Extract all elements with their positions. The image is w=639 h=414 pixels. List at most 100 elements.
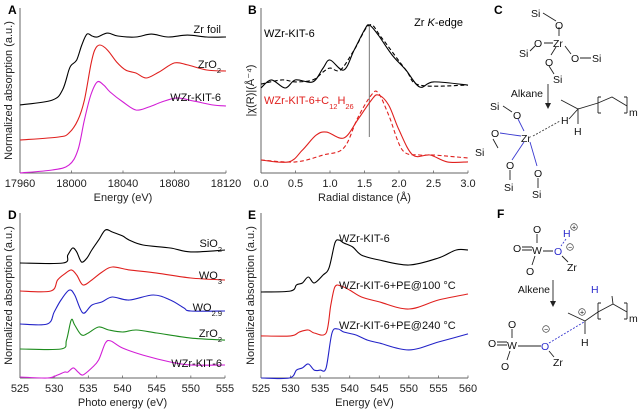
subscript: 12	[329, 102, 337, 111]
subscript: 3	[218, 277, 222, 286]
atom-si: Si	[531, 8, 540, 20]
series-line	[260, 328, 469, 380]
atom-si: Si	[504, 182, 513, 194]
series-label: WZr-KIT-6+C12H26	[264, 95, 354, 111]
x-tick-label: 540	[341, 383, 359, 395]
hydrogen-bond	[560, 238, 567, 247]
atom-si: Si	[532, 189, 541, 201]
x-tick-label: 18080	[159, 178, 190, 190]
y-axis-title: Normalized absorption (a.u.)	[245, 226, 257, 365]
x-axis-title: Energy (eV)	[94, 192, 153, 204]
x-tick-label: 550	[182, 383, 200, 395]
x-axis-title: Energy (eV)	[335, 397, 394, 409]
series-line	[19, 339, 226, 379]
x-tick-label: 550	[400, 383, 418, 395]
atom-zr: Zr	[521, 133, 531, 145]
atom-si: Si	[553, 74, 562, 86]
x-tick-label: 18120	[211, 178, 242, 190]
x-tick-label: 535	[311, 383, 329, 395]
atom-o: O	[513, 243, 521, 255]
minus-charge-icon	[542, 325, 550, 333]
carbocation-interaction	[548, 321, 585, 344]
panel-label-c: C	[494, 3, 503, 17]
reagent-alkene: Alkene	[518, 284, 550, 296]
plus-charge-icon	[570, 223, 578, 231]
series-label: SiO2	[199, 238, 222, 254]
x-tick-label: 18040	[108, 178, 139, 190]
atom-h: H	[574, 126, 582, 138]
x-tick-label: 0.0	[253, 178, 268, 190]
annotation: Zr K-edge	[414, 17, 463, 29]
series-label: WZr-KIT-6+PE@100 °C	[339, 280, 456, 292]
bond	[529, 12, 591, 75]
atom-o: O	[508, 319, 516, 331]
series-label: WZr-KIT-6	[339, 233, 390, 245]
alkene-chain	[567, 295, 628, 334]
atom-h: H	[561, 115, 569, 127]
panel-label-f: F	[497, 207, 504, 221]
x-tick-label: 530	[45, 383, 63, 395]
atom-si: Si	[519, 48, 528, 60]
x-axis-title: Radial distance (Å)	[318, 191, 411, 204]
atom-o: O	[533, 224, 541, 236]
series-line	[260, 239, 469, 293]
atom-o: O	[501, 361, 509, 373]
atom-o: O	[491, 128, 499, 140]
series-label: WZr-KIT-6	[264, 28, 315, 40]
series-line	[19, 289, 226, 326]
agostic-interaction	[532, 120, 561, 137]
atom-zr: Zr	[553, 38, 563, 50]
subscript: 2.9	[212, 309, 222, 318]
x-tick-label: 555	[429, 383, 447, 395]
atom-o: O	[513, 110, 521, 122]
x-tick-label: 530	[281, 383, 299, 395]
atom-o: O	[534, 38, 542, 50]
series-line	[19, 44, 227, 141]
series-line	[260, 90, 469, 163]
series-line	[260, 284, 469, 337]
atom-o: O	[545, 57, 553, 69]
x-tick-label: 1.5	[357, 178, 372, 190]
series-label: WZr-KIT-6	[171, 358, 222, 370]
series-label: WZr-KIT-6+PE@240 °C	[339, 320, 456, 332]
series-label: WO2.9	[193, 302, 222, 318]
atom-si: Si	[490, 101, 499, 113]
atom-zr: Zr	[553, 357, 563, 369]
x-tick-label: 1.0	[322, 178, 337, 190]
panel-label: B	[248, 3, 257, 17]
x-tick-label: 3.0	[460, 178, 475, 190]
plus-sign: +	[580, 310, 584, 317]
x-tick-label: 535	[79, 383, 97, 395]
minus-sign: −	[544, 327, 548, 334]
x-tick-label: 560	[459, 383, 477, 395]
repeat-m: m	[629, 313, 638, 325]
subscript: 2	[218, 335, 222, 344]
scheme-f: F O W O O O Zr H + − Alkene O W O O O Zr…	[488, 207, 638, 373]
series-label: Zr foil	[194, 24, 222, 36]
repeat-m: m	[629, 107, 638, 119]
plus-sign: +	[572, 225, 576, 232]
chart-panel-d: D 525 530 535 540 545 550 555 Photo energy (eV) N…	[3, 208, 234, 409]
series-label: WO3	[199, 270, 222, 286]
chart-panel-b: B 0.0 0.5 1.0 1.5 2.0 2.5 3.0 Radial distance (Å…	[244, 3, 476, 204]
x-tick-label: 525	[252, 383, 270, 395]
series-line	[260, 24, 469, 87]
series-line	[19, 229, 226, 265]
atom-o: O	[526, 266, 534, 278]
atom-o: O	[506, 160, 514, 172]
atom-zr: Zr	[567, 262, 577, 274]
x-tick-label: 545	[370, 383, 388, 395]
atom-w: W	[532, 245, 542, 257]
chart-panel-a: A 17960 18000 18040 18080 18120 Energy (eV) Nor…	[3, 3, 241, 204]
arrow-head-icon	[545, 103, 551, 109]
atom-o: O	[555, 20, 563, 32]
alkane-chain	[560, 96, 628, 124]
series-label: WZr-KIT-6	[170, 92, 221, 104]
x-tick-label: 525	[11, 383, 29, 395]
subscript: 2	[217, 66, 221, 75]
subscript: 2	[218, 245, 222, 254]
bond	[497, 329, 555, 361]
atom-o: O	[534, 168, 542, 180]
arrow-head-icon	[550, 301, 556, 307]
atom-w: W	[507, 340, 517, 352]
